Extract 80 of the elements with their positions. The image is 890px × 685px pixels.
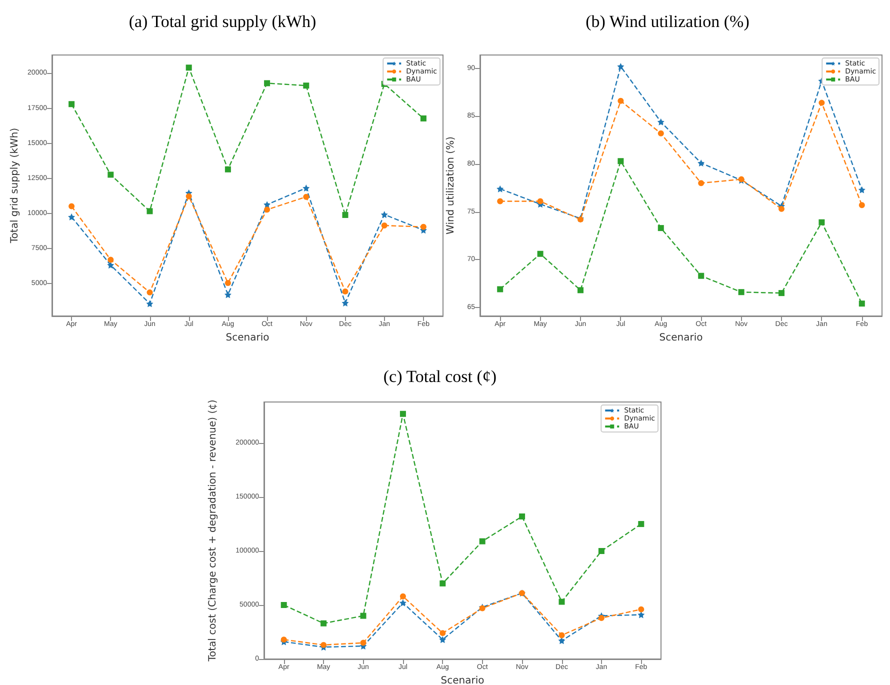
chart-title: (a) Total grid supply (kWh): [128, 12, 316, 31]
point: [440, 580, 446, 586]
point: [280, 602, 287, 608]
point: [658, 130, 664, 136]
point: [698, 160, 705, 167]
point: [778, 206, 784, 212]
chart-title: (b) Wind utilization (%): [586, 12, 750, 31]
point: [858, 300, 865, 307]
point: [68, 213, 76, 220]
point: [342, 212, 348, 218]
point: [638, 611, 645, 618]
point: [400, 593, 406, 600]
point: [598, 614, 604, 621]
point: [598, 548, 604, 554]
point: [698, 180, 704, 186]
point: [858, 186, 866, 194]
chart-title: (c) Total cost (¢): [383, 367, 497, 386]
y-axis-title: Wind utilization (%): [446, 136, 456, 234]
point: [303, 82, 310, 89]
point: [68, 101, 75, 108]
point: [224, 280, 231, 286]
point: [108, 256, 114, 263]
point: [342, 299, 349, 306]
point: [440, 630, 446, 636]
point: [638, 606, 644, 612]
point: [497, 286, 504, 292]
point: [360, 640, 366, 646]
point: [400, 410, 406, 417]
point: [224, 291, 232, 298]
point: [537, 250, 544, 257]
point: [558, 637, 566, 644]
point: [479, 538, 486, 544]
y-axis-title: Total grid supply (kWh): [10, 128, 20, 244]
point: [496, 185, 504, 192]
point: [519, 513, 526, 520]
point: [420, 224, 426, 230]
point: [558, 598, 565, 605]
y-axis-title: Total cost (Charge cost + degradation - revenue) (¢): [208, 400, 218, 662]
x-axis-title: Scenario: [440, 676, 484, 685]
point: [399, 599, 406, 606]
point: [108, 172, 114, 178]
point: [146, 289, 153, 296]
point: [360, 612, 366, 619]
point: [302, 184, 310, 192]
point: [264, 80, 270, 86]
point: [738, 289, 744, 296]
point: [186, 64, 192, 71]
point: [617, 62, 624, 70]
point: [658, 225, 664, 232]
point: [698, 272, 704, 279]
point: [537, 198, 544, 204]
point: [380, 211, 388, 218]
point: [558, 632, 565, 638]
point: [381, 222, 388, 228]
point: [146, 300, 154, 308]
point: [107, 262, 114, 269]
x-axis-title: Scenario: [226, 332, 270, 344]
point: [778, 290, 784, 296]
point: [342, 288, 348, 294]
point: [818, 219, 825, 226]
point: [439, 636, 446, 644]
point: [280, 636, 287, 643]
point: [146, 208, 153, 214]
point: [320, 642, 327, 648]
point: [186, 193, 192, 200]
point: [818, 100, 825, 106]
point: [303, 194, 310, 200]
point: [618, 98, 624, 104]
point: [420, 115, 426, 122]
point: [638, 521, 644, 528]
x-axis-title: Scenario: [659, 332, 703, 344]
point: [657, 118, 664, 126]
point: [497, 198, 504, 204]
point: [264, 206, 270, 213]
point: [858, 202, 865, 208]
point: [618, 158, 624, 164]
point: [68, 203, 75, 210]
point: [224, 166, 231, 172]
point: [578, 287, 584, 294]
point: [320, 620, 327, 626]
